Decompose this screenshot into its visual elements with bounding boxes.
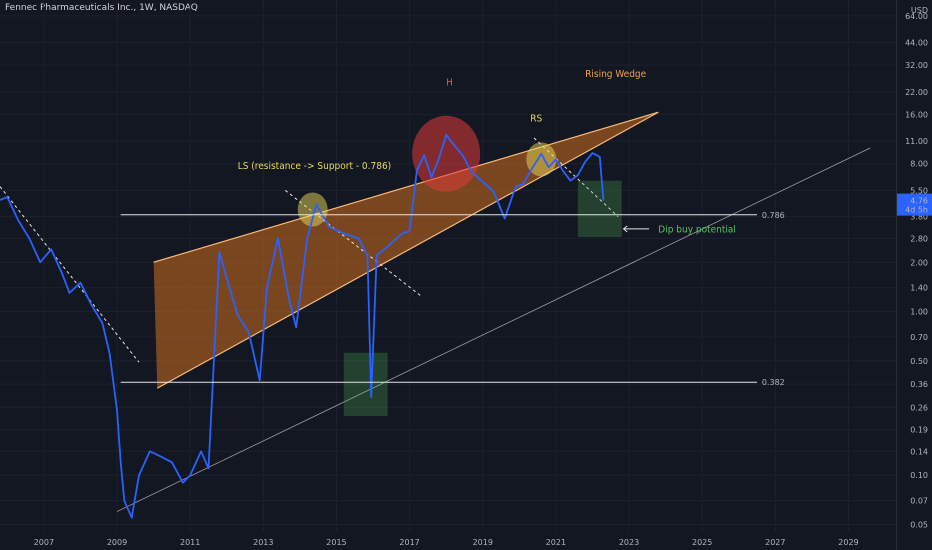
annotation-4: Dip buy potential bbox=[658, 224, 736, 235]
grid bbox=[0, 0, 896, 532]
y-tick-0.19: 0.19 bbox=[910, 426, 928, 435]
y-tick-3.80: 3.80 bbox=[910, 213, 928, 222]
price-line bbox=[0, 133, 605, 519]
x-tick-2027: 2027 bbox=[765, 538, 785, 547]
chart-title: Fennec Pharmaceuticals Inc., 1W, NASDAQ bbox=[5, 3, 198, 13]
last-price-badge bbox=[897, 193, 932, 216]
dip-arrow-head bbox=[622, 225, 628, 233]
pattern-circles bbox=[297, 115, 557, 227]
fib-levels: 0.786 0.382 bbox=[120, 211, 785, 387]
x-tick-2015: 2015 bbox=[326, 538, 346, 547]
x-tick-2021: 2021 bbox=[546, 538, 566, 547]
support-trendline bbox=[116, 147, 871, 512]
x-tick-2029: 2029 bbox=[838, 538, 858, 547]
y-tick-0.10: 0.10 bbox=[910, 471, 928, 480]
x-tick-2009: 2009 bbox=[107, 538, 127, 547]
circle-ls bbox=[297, 192, 328, 227]
y-unit-label: USD bbox=[911, 6, 928, 15]
y-tick-44.00: 44.00 bbox=[905, 39, 928, 48]
annotation-1: Rising Wedge bbox=[585, 69, 646, 80]
box-dip-2016 bbox=[343, 352, 388, 417]
rising-wedge bbox=[153, 111, 659, 389]
y-tick-0.70: 0.70 bbox=[910, 333, 928, 342]
annotations: H Rising Wedge RS LS (resistance -> Support… bbox=[238, 69, 736, 235]
y-tick-0.36: 0.36 bbox=[910, 380, 928, 389]
y-tick-11.00: 11.00 bbox=[905, 137, 928, 146]
x-tick-2023: 2023 bbox=[619, 538, 639, 547]
last-price-countdown: 4d 5h bbox=[905, 206, 928, 215]
y-tick-1.00: 1.00 bbox=[910, 308, 928, 317]
time-axis: 2007 2009 2011 2013 2015 2017 2019 2021 2023 2025… bbox=[34, 538, 859, 547]
downtrend-2-line bbox=[284, 189, 421, 297]
y-tick-1.40: 1.40 bbox=[910, 284, 928, 293]
x-tick-2019: 2019 bbox=[473, 538, 493, 547]
y-tick-0.05: 0.05 bbox=[910, 521, 928, 530]
x-tick-2011: 2011 bbox=[180, 538, 200, 547]
fib-label-0.382: 0.382 bbox=[762, 378, 785, 387]
wedge-upper-edge bbox=[153, 111, 659, 263]
y-tick-0.50: 0.50 bbox=[910, 357, 928, 366]
y-tick-32.00: 32.00 bbox=[905, 61, 928, 70]
x-tick-2025: 2025 bbox=[692, 538, 712, 547]
annotation-2: RS bbox=[530, 113, 542, 124]
y-tick-5.50: 5.50 bbox=[910, 186, 928, 195]
circle-h bbox=[412, 115, 481, 192]
annotation-3: LS (resistance -> Support - 0.786) bbox=[238, 161, 392, 172]
wedge-lower-edge bbox=[156, 111, 659, 389]
y-tick-16.00: 16.00 bbox=[905, 110, 928, 119]
x-tick-2013: 2013 bbox=[253, 538, 273, 547]
y-tick-2.80: 2.80 bbox=[910, 234, 928, 243]
x-tick-2007: 2007 bbox=[34, 538, 54, 547]
last-price-value: 4.76 bbox=[910, 197, 928, 206]
y-tick-64.00: 64.00 bbox=[905, 12, 928, 21]
y-tick-22.00: 22.00 bbox=[905, 88, 928, 97]
downtrend-1-line bbox=[0, 186, 140, 363]
price-axis: 64.00 44.00 32.00 22.00 16.00 11.00 8.00 5.50 3.… bbox=[896, 0, 932, 550]
y-tick-8.00: 8.00 bbox=[910, 160, 928, 169]
highlight-boxes bbox=[343, 180, 622, 417]
y-tick-0.26: 0.26 bbox=[910, 403, 928, 412]
y-tick-0.14: 0.14 bbox=[910, 447, 928, 456]
fib-label-0.786: 0.786 bbox=[762, 211, 785, 220]
y-tick-0.07: 0.07 bbox=[910, 497, 928, 506]
y-tick-2.00: 2.00 bbox=[910, 258, 928, 267]
price-series bbox=[0, 133, 605, 519]
x-tick-2017: 2017 bbox=[399, 538, 419, 547]
box-dip-buy bbox=[577, 180, 622, 238]
annotation-0: H bbox=[446, 78, 453, 89]
